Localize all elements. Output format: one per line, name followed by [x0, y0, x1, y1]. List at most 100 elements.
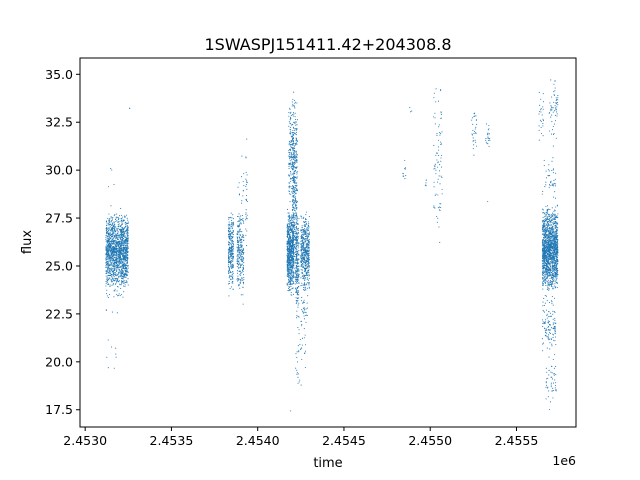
data-point — [473, 140, 475, 142]
data-point — [296, 271, 298, 273]
data-point — [293, 152, 295, 154]
data-point — [296, 372, 298, 374]
data-point — [228, 276, 231, 278]
data-point — [289, 160, 291, 162]
data-point — [293, 266, 295, 268]
data-point — [297, 373, 299, 375]
data-point — [108, 260, 110, 262]
data-point — [294, 161, 296, 163]
data-point — [290, 164, 292, 166]
data-point — [106, 233, 108, 235]
data-point — [288, 243, 290, 246]
data-point — [110, 250, 112, 252]
data-point — [296, 166, 298, 168]
data-point — [107, 245, 109, 247]
data-point — [237, 224, 239, 226]
data-point — [237, 256, 239, 258]
data-point — [229, 254, 231, 256]
data-point — [538, 139, 540, 141]
data-point — [476, 145, 478, 147]
data-point — [292, 248, 294, 250]
data-point — [290, 124, 293, 126]
data-point — [232, 270, 234, 273]
data-point — [118, 217, 120, 219]
data-point — [293, 216, 295, 219]
data-point — [289, 153, 291, 155]
data-point — [246, 218, 248, 220]
data-point — [289, 272, 291, 274]
data-point — [287, 274, 289, 276]
data-point — [117, 263, 119, 266]
data-point — [231, 246, 233, 248]
data-point — [228, 223, 230, 225]
data-point — [127, 234, 129, 236]
data-point — [107, 248, 109, 251]
data-point — [296, 138, 298, 140]
data-point — [437, 217, 439, 219]
data-point — [231, 266, 234, 268]
data-point — [117, 224, 119, 226]
data-point — [293, 112, 295, 114]
data-point — [289, 201, 291, 203]
data-point — [288, 164, 290, 166]
data-point — [236, 242, 239, 244]
data-point — [246, 245, 248, 247]
data-point — [476, 124, 478, 126]
data-point — [115, 347, 117, 349]
data-point — [287, 287, 290, 289]
data-point — [292, 192, 294, 194]
data-point — [293, 168, 295, 170]
data-point — [108, 268, 110, 270]
data-point — [237, 280, 239, 282]
data-point — [299, 343, 301, 345]
data-point — [288, 228, 290, 230]
data-point — [475, 141, 477, 143]
data-point — [238, 285, 240, 287]
data-point — [292, 123, 294, 126]
data-point — [109, 229, 111, 231]
data-point — [308, 234, 310, 236]
data-point — [289, 116, 292, 118]
data-point — [286, 208, 289, 211]
data-point — [107, 186, 110, 188]
data-point — [112, 235, 114, 237]
data-point — [296, 291, 298, 293]
data-point — [120, 236, 122, 238]
data-point — [227, 261, 230, 263]
data-point — [286, 283, 288, 285]
data-point — [301, 325, 303, 327]
data-point — [232, 218, 235, 220]
data-point — [557, 274, 559, 276]
data-point — [304, 254, 306, 256]
data-point — [303, 266, 305, 268]
data-point — [292, 258, 294, 260]
data-point — [111, 279, 113, 281]
data-point — [110, 255, 112, 257]
data-point — [112, 237, 114, 239]
data-point — [229, 238, 231, 240]
data-point — [236, 239, 239, 241]
data-point — [297, 227, 300, 229]
data-point — [105, 240, 107, 242]
data-point — [293, 173, 295, 175]
data-point — [237, 257, 239, 259]
data-point — [239, 282, 241, 284]
data-point — [106, 277, 108, 279]
data-point — [293, 175, 295, 177]
data-point — [301, 284, 303, 286]
data-point — [229, 275, 231, 277]
data-point — [296, 351, 298, 353]
data-point — [126, 244, 128, 246]
data-point — [541, 114, 543, 116]
data-point — [298, 316, 300, 318]
data-point — [231, 245, 233, 247]
data-point — [120, 220, 122, 222]
data-point — [126, 251, 128, 254]
data-point — [437, 139, 439, 141]
data-point — [107, 235, 109, 237]
data-point — [487, 132, 489, 134]
data-point — [118, 244, 120, 246]
data-point — [241, 271, 243, 273]
data-point — [434, 167, 436, 169]
data-point — [292, 130, 294, 132]
